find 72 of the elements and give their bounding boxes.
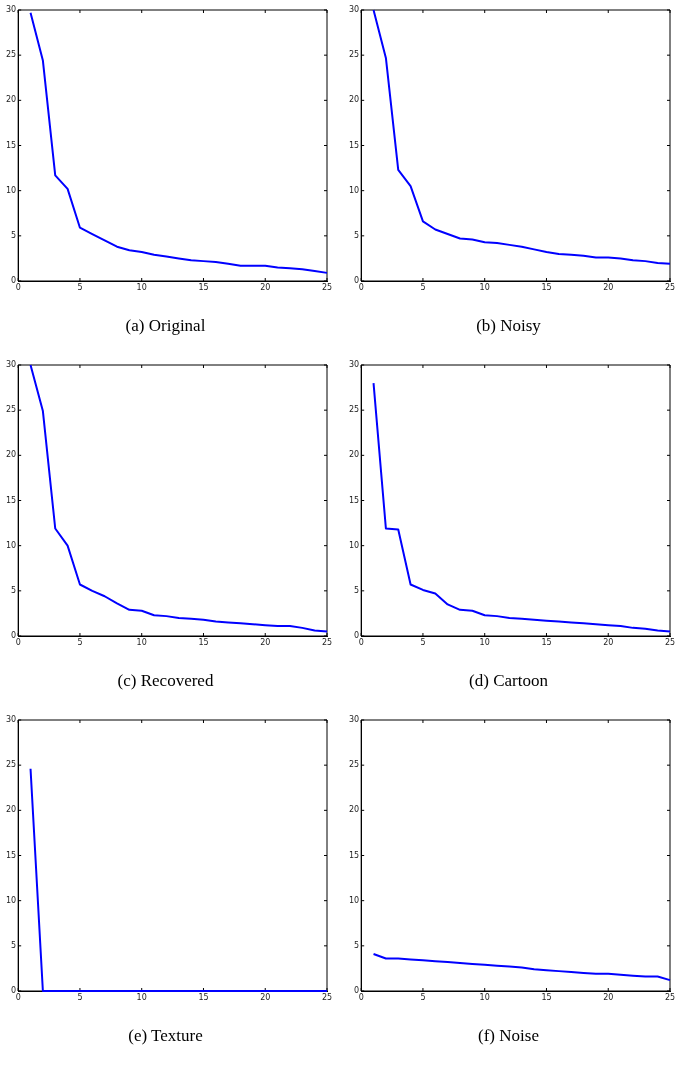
text: (d) Cartoon xyxy=(469,671,549,691)
y-tick-label: 5 xyxy=(11,230,17,240)
y-tick-label: 15 xyxy=(348,850,360,860)
y-tick-label: 5 xyxy=(354,940,360,950)
y-tick-label: 15 xyxy=(348,495,360,505)
y-tick-label: 10 xyxy=(5,540,17,550)
x-tick-label: 25 xyxy=(664,282,676,292)
x-tick-label: 5 xyxy=(420,637,426,647)
x-tick-label: 25 xyxy=(664,992,676,1002)
x-tick-label: 10 xyxy=(479,637,490,647)
x-tick-label: 5 xyxy=(420,992,426,1002)
x-tick-label: 20 xyxy=(603,282,614,292)
y-tick-label: 25 xyxy=(348,760,360,770)
y-tick-label: 10 xyxy=(348,540,360,550)
y-tick-label: 15 xyxy=(5,140,17,150)
y-tick-label: 25 xyxy=(348,405,360,415)
y-tick-label: 30 xyxy=(348,5,360,15)
y-tick-label: 20 xyxy=(348,95,360,105)
x-tick-label: 15 xyxy=(198,992,209,1002)
x-tick-label: 20 xyxy=(603,637,614,647)
x-tick-label: 15 xyxy=(541,637,552,647)
x-tick-label: 10 xyxy=(136,282,147,292)
y-tick-label: 5 xyxy=(354,230,360,240)
y-tick-label: 10 xyxy=(348,185,360,195)
x-tick-label: 15 xyxy=(541,282,552,292)
y-tick-label: 15 xyxy=(5,850,17,860)
y-tick-label: 20 xyxy=(5,450,17,460)
text: (f) Noise xyxy=(478,1026,539,1046)
x-tick-label: 5 xyxy=(77,282,83,292)
y-tick-label: 10 xyxy=(5,895,17,905)
x-tick-label: 20 xyxy=(260,637,271,647)
x-tick-label: 20 xyxy=(603,992,614,1002)
x-tick-label: 25 xyxy=(321,992,333,1002)
text: (b) Noisy xyxy=(476,316,542,336)
y-tick-label: 20 xyxy=(5,805,17,815)
y-tick-label: 30 xyxy=(348,360,360,370)
y-tick-label: 20 xyxy=(348,805,360,815)
x-tick-label: 25 xyxy=(664,637,676,647)
y-tick-label: 10 xyxy=(348,895,360,905)
x-tick-label: 10 xyxy=(136,637,147,647)
x-tick-label: 15 xyxy=(198,637,209,647)
y-tick-label: 15 xyxy=(348,140,360,150)
x-tick-label: 25 xyxy=(321,637,333,647)
x-tick-label: 20 xyxy=(260,992,271,1002)
x-tick-label: 15 xyxy=(541,992,552,1002)
x-tick-label: 5 xyxy=(420,282,426,292)
y-tick-label: 30 xyxy=(5,715,17,725)
x-tick-label: 20 xyxy=(260,282,271,292)
y-tick-label: 25 xyxy=(5,405,17,415)
y-tick-label: 5 xyxy=(354,585,360,595)
y-tick-label: 25 xyxy=(5,760,17,770)
text: (c) Recovered xyxy=(117,671,214,691)
x-tick-label: 5 xyxy=(77,637,83,647)
x-tick-label: 15 xyxy=(198,282,209,292)
y-tick-label: 10 xyxy=(5,185,17,195)
y-tick-label: 30 xyxy=(5,5,17,15)
x-tick-label: 10 xyxy=(136,992,147,1002)
y-tick-label: 30 xyxy=(5,360,17,370)
y-tick-label: 30 xyxy=(348,715,360,725)
y-tick-label: 20 xyxy=(348,450,360,460)
y-tick-label: 5 xyxy=(11,940,17,950)
y-tick-label: 25 xyxy=(348,50,360,60)
y-tick-label: 20 xyxy=(5,95,17,105)
x-tick-label: 10 xyxy=(479,992,490,1002)
x-tick-label: 5 xyxy=(77,992,83,1002)
x-tick-label: 25 xyxy=(321,282,333,292)
y-tick-label: 5 xyxy=(11,585,17,595)
y-tick-label: 25 xyxy=(5,50,17,60)
text: (e) Texture xyxy=(128,1026,203,1046)
y-tick-label: 15 xyxy=(5,495,17,505)
text: (a) Original xyxy=(125,316,206,336)
x-tick-label: 10 xyxy=(479,282,490,292)
